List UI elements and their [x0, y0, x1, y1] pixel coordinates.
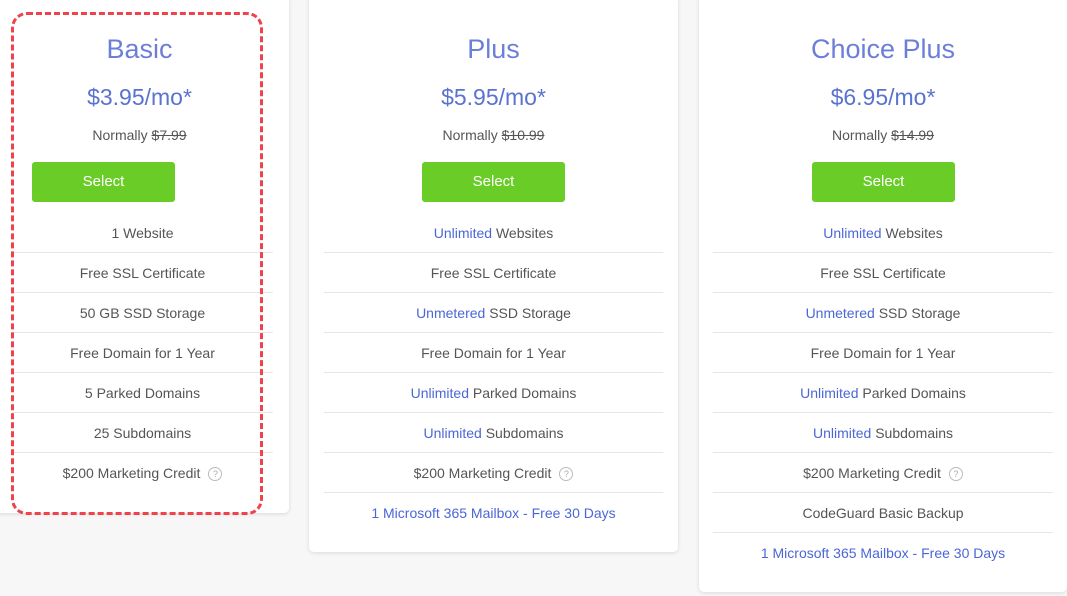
question-circle-icon[interactable]: ? — [948, 467, 963, 482]
feature-text: $200 Marketing Credit — [803, 465, 941, 481]
feature-text: SSD Storage — [485, 305, 571, 321]
feature-row: 1 Website — [12, 213, 273, 253]
original-price: $10.99 — [501, 127, 545, 143]
feature-highlight: Unlimited — [423, 425, 482, 441]
feature-text: Free Domain for 1 Year — [70, 345, 215, 361]
feature-text: Parked Domains — [858, 385, 966, 401]
feature-row: Free Domain for 1 Year — [713, 333, 1053, 373]
feature-text: Free SSL Certificate — [430, 265, 557, 281]
feature-text: SSD Storage — [874, 305, 961, 321]
feature-link[interactable]: 1 Microsoft 365 Mailbox - Free 30 Days — [760, 545, 1006, 561]
feature-row: Unlimited Subdomains — [713, 413, 1053, 453]
feature-text: Subdomains — [871, 425, 954, 441]
feature-highlight: Unlimited — [800, 385, 859, 401]
original-price: $7.99 — [151, 127, 187, 143]
feature-text: 25 Subdomains — [93, 425, 192, 441]
feature-highlight: Unmetered — [416, 305, 486, 321]
feature-text: $200 Marketing Credit — [62, 465, 201, 481]
plan-card-plus: Plus $5.95/mo* Normally $10.99 Select Unlimi… — [309, 0, 678, 552]
select-button[interactable]: Select — [32, 162, 175, 202]
feature-row: Free SSL Certificate — [324, 253, 663, 293]
feature-row: $200 Marketing Credit? — [713, 453, 1053, 493]
feature-row: $200 Marketing Credit? — [12, 453, 273, 493]
feature-row: Unlimited Parked Domains — [324, 373, 663, 413]
feature-row: $200 Marketing Credit? — [324, 453, 663, 493]
feature-row: Free SSL Certificate — [713, 253, 1053, 293]
feature-text: Free SSL Certificate — [820, 265, 946, 281]
plan-card-basic: Basic $3.95/mo* Normally $7.99 Select 1 Webs… — [0, 0, 289, 513]
feature-row: Free Domain for 1 Year — [12, 333, 273, 373]
plan-title: Choice Plus — [810, 34, 956, 64]
normal-price-text: Normally $7.99 — [0, 127, 289, 143]
feature-row: Unmetered SSD Storage — [324, 293, 663, 333]
normally-label: Normally — [832, 127, 888, 143]
plan-price: $3.95/mo* — [87, 84, 192, 110]
question-circle-icon[interactable]: ? — [559, 467, 574, 482]
plan-title: Basic — [106, 34, 173, 64]
feature-row: Unlimited Parked Domains — [713, 373, 1053, 413]
feature-row: 1 Microsoft 365 Mailbox - Free 30 Days — [713, 533, 1053, 573]
feature-row: CodeGuard Basic Backup — [713, 493, 1053, 533]
feature-highlight: Unlimited — [410, 385, 469, 401]
feature-row: Unlimited Websites — [324, 213, 663, 253]
plan-card-choice-plus: Choice Plus $6.95/mo* Normally $14.99 Selec… — [699, 0, 1067, 592]
feature-highlight: Unlimited — [823, 225, 882, 241]
feature-text: $200 Marketing Credit — [413, 465, 552, 481]
select-button[interactable]: Select — [422, 162, 565, 202]
feature-text: Free SSL Certificate — [79, 265, 206, 281]
feature-row: Unlimited Websites — [713, 213, 1053, 253]
feature-row: Unlimited Subdomains — [324, 413, 663, 453]
normal-price-text: Normally $10.99 — [309, 127, 678, 143]
feature-row: Free Domain for 1 Year — [324, 333, 663, 373]
normally-label: Normally — [92, 127, 148, 143]
feature-text: Parked Domains — [468, 385, 577, 401]
feature-row: 25 Subdomains — [12, 413, 273, 453]
feature-row: 5 Parked Domains — [12, 373, 273, 413]
feature-text: 5 Parked Domains — [84, 385, 201, 401]
feature-text: Websites — [492, 225, 554, 241]
feature-row: 1 Microsoft 365 Mailbox - Free 30 Days — [324, 493, 663, 533]
question-circle-icon[interactable]: ? — [208, 467, 223, 482]
plan-price: $5.95/mo* — [441, 84, 546, 110]
plan-title: Plus — [467, 34, 520, 64]
feature-row: Unmetered SSD Storage — [713, 293, 1053, 333]
feature-list: Unlimited Websites Free SSL Certificate Un… — [713, 213, 1053, 573]
feature-row: 50 GB SSD Storage — [12, 293, 273, 333]
normally-label: Normally — [442, 127, 498, 143]
feature-link[interactable]: 1 Microsoft 365 Mailbox - Free 30 Days — [371, 505, 616, 521]
feature-row: Free SSL Certificate — [12, 253, 273, 293]
select-button[interactable]: Select — [812, 162, 955, 202]
feature-list: Unlimited Websites Free SSL Certificate Un… — [324, 213, 663, 533]
feature-text: Websites — [881, 225, 943, 241]
feature-text: Free Domain for 1 Year — [421, 345, 566, 361]
feature-text: Subdomains — [481, 425, 564, 441]
feature-text: Free Domain for 1 Year — [810, 345, 956, 361]
plan-price: $6.95/mo* — [830, 84, 936, 110]
feature-list: 1 Website Free SSL Certificate 50 GB SSD S… — [12, 213, 273, 493]
feature-highlight: Unmetered — [805, 305, 875, 321]
feature-highlight: Unlimited — [433, 225, 493, 241]
normal-price-text: Normally $14.99 — [699, 127, 1067, 143]
feature-text: CodeGuard Basic Backup — [802, 505, 964, 521]
original-price: $14.99 — [891, 127, 934, 143]
feature-text: 1 Website — [111, 225, 174, 241]
feature-highlight: Unlimited — [812, 425, 872, 441]
feature-text: 50 GB SSD Storage — [79, 305, 206, 321]
